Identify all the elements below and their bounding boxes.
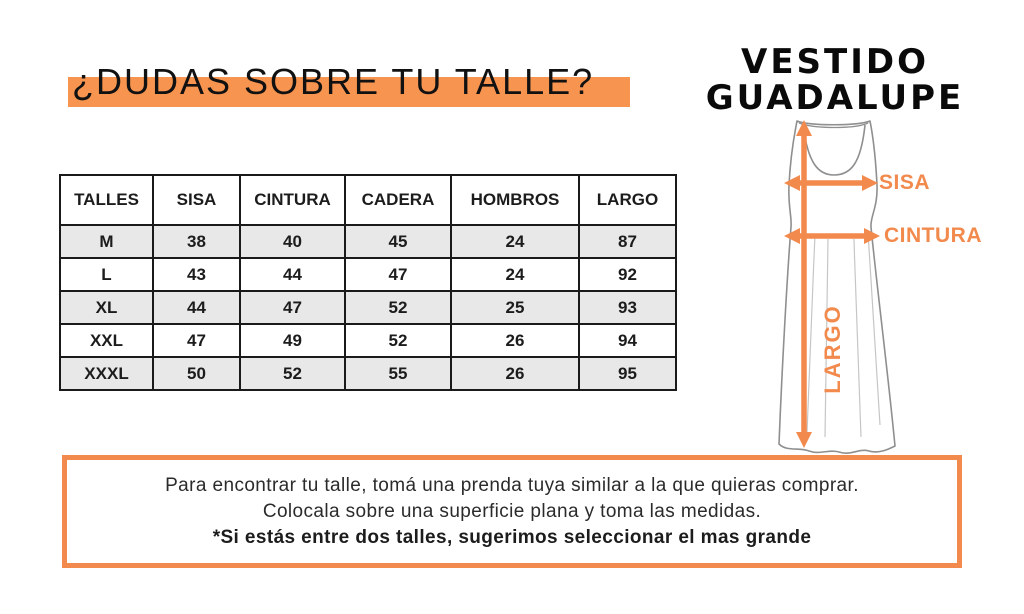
title-highlight-bar: [68, 77, 630, 107]
size-cell: 94: [578, 323, 677, 358]
column-header-sisa: SISA: [152, 174, 241, 226]
size-cell: 95: [578, 356, 677, 391]
instructions-box: Para encontrar tu talle, tomá una prenda…: [62, 455, 962, 568]
size-cell: 44: [152, 290, 241, 325]
size-cell: 25: [450, 290, 580, 325]
cintura-arrow: [784, 228, 880, 244]
size-cell: 47: [239, 290, 346, 325]
size-cell: 52: [344, 323, 452, 358]
size-cell: XL: [59, 290, 154, 325]
size-row-xl: XL 44 47 52 25 93: [59, 290, 677, 325]
sisa-label: SISA: [879, 171, 931, 194]
sisa-arrow: [784, 175, 878, 191]
dress-front-neckline: [802, 124, 866, 176]
column-header-hombros: HOMBROS: [450, 174, 580, 226]
instruction-line-1: Para encontrar tu talle, tomá una prenda…: [165, 474, 859, 496]
skirt-fold-lines: [806, 232, 881, 438]
size-table: TALLES SISA CINTURA CADERA HOMBROS LARGO…: [59, 174, 677, 391]
size-row-m: M 38 40 45 24 87: [59, 224, 677, 259]
column-header-talles: TALLES: [59, 174, 154, 226]
table-header-row: TALLES SISA CINTURA CADERA HOMBROS LARGO: [59, 174, 677, 226]
size-cell: 50: [152, 356, 241, 391]
size-cell: 52: [239, 356, 346, 391]
dress-outline: [778, 120, 896, 454]
size-cell: 43: [152, 257, 241, 292]
size-row-xxl: XXL 47 49 52 26 94: [59, 323, 677, 358]
column-header-cadera: CADERA: [344, 174, 452, 226]
size-cell: 52: [344, 290, 452, 325]
instruction-line-2: Colocala sobre una superficie plana y to…: [262, 500, 762, 522]
size-cell: XXXL: [59, 356, 154, 391]
product-title-line1: VESTIDO: [741, 42, 929, 82]
size-row-l: L 43 44 47 24 92: [59, 257, 677, 292]
size-cell: 38: [152, 224, 241, 259]
size-cell: 49: [239, 323, 346, 358]
dress-illustration: [778, 120, 896, 454]
size-cell: XXL: [59, 323, 154, 358]
largo-label: LARGO: [820, 304, 845, 394]
product-title-line2: GUADALUPE: [705, 78, 965, 118]
column-header-largo: LARGO: [578, 174, 677, 226]
size-cell: 44: [239, 257, 346, 292]
size-cell: L: [59, 257, 154, 292]
size-cell: 92: [578, 257, 677, 292]
size-cell: M: [59, 224, 154, 259]
size-cell: 87: [578, 224, 677, 259]
size-cell: 45: [344, 224, 452, 259]
instruction-line-3: *Si estás entre dos talles, sugerimos se…: [212, 526, 812, 548]
size-cell: 55: [344, 356, 452, 391]
size-cell: 47: [344, 257, 452, 292]
product-title: VESTIDO GUADALUPE: [675, 44, 995, 116]
size-cell: 24: [450, 257, 580, 292]
cintura-label: CINTURA: [884, 224, 982, 247]
size-row-xxxl: XXXL 50 52 55 26 95: [59, 356, 677, 391]
column-header-cintura: CINTURA: [239, 174, 346, 226]
size-cell: 93: [578, 290, 677, 325]
question-title: ¿DUDAS SOBRE TU TALLE?: [72, 61, 595, 102]
size-cell: 24: [450, 224, 580, 259]
size-cell: 26: [450, 323, 580, 358]
size-cell: 26: [450, 356, 580, 391]
size-cell: 40: [239, 224, 346, 259]
size-cell: 47: [152, 323, 241, 358]
